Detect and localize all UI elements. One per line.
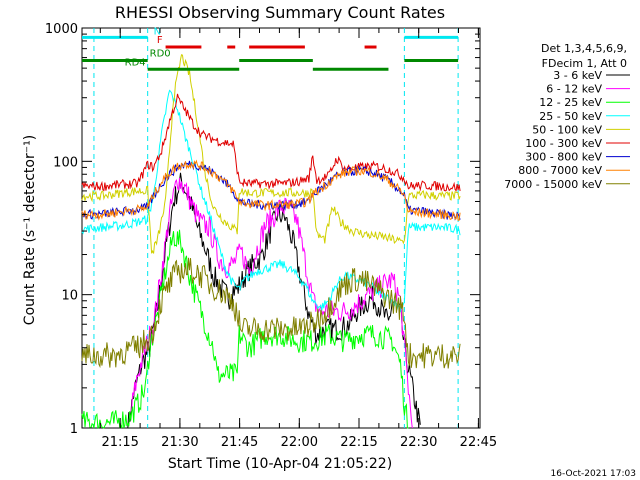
state-flags: NF RD0 RD4 [82,26,459,71]
chart-title: RHESSI Observing Summary Count Rates [115,3,445,22]
legend-header: Det 1,3,4,5,6,9, [541,42,627,55]
series-100-300-kev [81,93,461,192]
legend-entry-label: 300 - 800 keV [525,151,602,164]
x-tick-label: 21:30 [161,435,198,450]
timestamp: 16-Oct-2021 17:03 [551,469,636,479]
series-800-7000-kev [81,159,461,221]
legend-entry-label: 7000 - 15000 keV [504,178,602,191]
legend-entry-label: 3 - 6 keV [553,69,602,82]
legend-header: FDecim 1, Att 0 [542,57,627,70]
plot-area [81,27,481,429]
y-tick-label: 10 [61,289,78,304]
plot-frame [81,27,481,429]
legend-entry-label: 50 - 100 keV [532,123,602,136]
axes: 1 10 100 1000 21:15 21:30 21:45 22:00 22:15 22:30… [45,22,497,450]
x-tick-label: 22:45 [460,435,497,450]
x-axis-label: Start Time (10-Apr-04 21:05:22) [168,456,392,472]
series-lines [81,54,461,430]
x-tick-label: 21:15 [101,435,138,450]
flag-rd0-label: RD0 [150,49,171,60]
legend-entry-label: 6 - 12 keV [546,83,602,96]
y-tick-label: 1 [70,422,78,437]
x-tick-label: 22:15 [340,435,377,450]
legend-entry-label: 100 - 300 keV [525,137,602,150]
legend-entry-label: 25 - 50 keV [539,110,602,123]
series-12-25-kev [81,229,409,430]
series-50-100-kev [81,54,461,254]
series-6-12-kev [129,177,413,429]
legend-entry-label: 800 - 7000 keV [518,164,602,177]
x-tick-label: 22:30 [400,435,437,450]
flag-rd4-label: RD4 [125,57,146,68]
x-tick-label: 22:00 [281,435,318,450]
legend-entry-label: 12 - 25 keV [539,96,602,109]
series-300-800-kev [81,160,461,221]
y-axis-label: Count Rate (s⁻¹ detector⁻¹) [22,135,38,325]
legend: Det 1,3,4,5,6,9, FDecim 1, Att 03 - 6 keV… [504,42,630,191]
series-3-6-kev [127,172,421,429]
flag-n-label: N [154,26,161,37]
series-7000-15000-kev [81,257,461,369]
x-tick-label: 21:45 [221,435,258,450]
y-tick-label: 100 [53,155,78,170]
y-tick-label: 1000 [45,22,78,37]
flag-f-label: F [157,35,163,46]
